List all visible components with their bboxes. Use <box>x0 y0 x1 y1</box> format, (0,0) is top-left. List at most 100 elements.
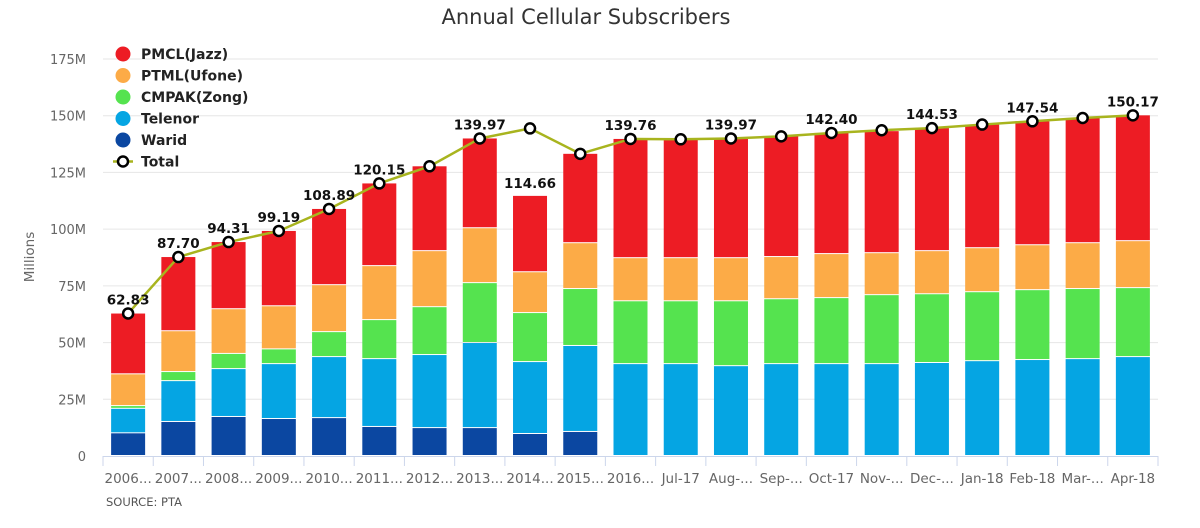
y-axis-label: Millions <box>22 232 38 283</box>
legend-label: PMCL(Jazz) <box>141 47 228 63</box>
legend-item: PTML(Ufone) <box>115 68 243 85</box>
bar-segment-cmpak-zong <box>1015 290 1050 360</box>
x-tick-label: Sep-... <box>760 471 803 487</box>
data-label: 99.19 <box>257 210 300 226</box>
bar-segment-ptml-ufone <box>764 257 799 299</box>
bar-segment-ptml-ufone <box>563 243 598 289</box>
bar-segment-cmpak-zong <box>563 289 598 345</box>
data-label: 150.17 <box>1107 94 1159 110</box>
bar-segment-pmcl-jazz <box>211 242 246 309</box>
bar-segment-cmpak-zong <box>513 313 548 362</box>
total-point-marker <box>322 202 336 216</box>
bar-segment-pmcl-jazz <box>864 131 899 253</box>
bar-segment-telenor <box>613 364 648 455</box>
x-axis: 2006... 2007... 2008... 2009... 2010... 2011.… <box>102 456 1159 487</box>
bar-segment-pmcl-jazz <box>513 195 548 272</box>
total-point-marker <box>774 130 788 143</box>
data-label: 108.89 <box>303 188 355 204</box>
bar-segment-cmpak-zong <box>412 307 447 355</box>
bar-segment-ptml-ufone <box>513 272 548 313</box>
legend-label: PTML(Ufone) <box>141 69 243 85</box>
total-point-marker <box>172 250 185 264</box>
x-tick-label: Jul-17 <box>661 471 700 487</box>
total-point-marker <box>724 132 738 145</box>
total-point-marker <box>574 147 587 161</box>
bar-segment-pmcl-jazz <box>462 138 497 228</box>
bar-segment-cmpak-zong <box>914 294 949 362</box>
total-point-marker <box>825 126 838 140</box>
bar-segment-warid <box>161 421 196 455</box>
bar-segment-warid <box>312 418 347 455</box>
bar-segment-pmcl-jazz <box>1015 121 1050 245</box>
legend-item: Telenor <box>115 111 199 128</box>
total-point-marker <box>925 121 939 135</box>
legend-swatch-icon <box>115 46 131 62</box>
x-tick-label: 2007... <box>155 471 202 487</box>
total-point-marker <box>222 235 235 249</box>
bar-segment-pmcl-jazz <box>362 183 397 266</box>
bar-segment-cmpak-zong <box>362 320 397 359</box>
bar-segment-ptml-ufone <box>864 253 899 295</box>
bar-segment-telenor <box>1115 357 1150 455</box>
data-label: 142.40 <box>805 112 857 128</box>
legend-label: Warid <box>141 133 187 149</box>
y-tick-label: 0 <box>78 450 86 465</box>
total-point-marker <box>272 224 286 238</box>
total-line <box>121 109 1140 320</box>
bar-segment-telenor <box>764 364 799 455</box>
x-tick-label: Nov-... <box>860 471 904 487</box>
x-tick-label: 2012... <box>406 471 453 487</box>
bars <box>111 115 1150 455</box>
total-point-marker <box>975 118 989 131</box>
legend-marker-icon <box>116 155 130 168</box>
bar-segment-telenor <box>462 343 497 428</box>
total-point-marker <box>1076 111 1089 125</box>
legend-item: Total <box>113 155 179 171</box>
bar-segment-telenor <box>362 359 397 426</box>
bar-segment-ptml-ufone <box>1115 241 1150 288</box>
x-tick-label: 2009... <box>255 471 302 487</box>
bar-segment-telenor <box>713 366 748 455</box>
total-point-marker <box>1026 115 1039 128</box>
bar-segment-telenor <box>563 345 598 431</box>
y-tick-label: 175M <box>50 53 86 68</box>
data-label: 87.70 <box>157 236 200 252</box>
data-label: 94.31 <box>207 221 250 237</box>
bar-segment-pmcl-jazz <box>261 230 296 306</box>
chart-title: Annual Cellular Subscribers <box>442 5 731 29</box>
bar-segment-ptml-ufone <box>613 258 648 301</box>
y-tick-label: 75M <box>58 280 86 295</box>
x-tick-label: 2011... <box>356 471 403 487</box>
legend-item: CMPAK(Zong) <box>115 89 248 106</box>
y-tick-label: 25M <box>58 393 86 408</box>
bar-segment-cmpak-zong <box>713 301 748 366</box>
bar-segment-cmpak-zong <box>613 301 648 364</box>
bar-segment-pmcl-jazz <box>111 313 146 374</box>
bar-segment-pmcl-jazz <box>965 124 1000 248</box>
bar-segment-cmpak-zong <box>764 299 799 364</box>
bar-segment-warid <box>111 433 146 455</box>
bar-segment-ptml-ufone <box>161 331 196 372</box>
bar-segment-telenor <box>663 364 698 455</box>
legend: PMCL(Jazz) PTML(Ufone) CMPAK(Zong) Telenor W… <box>113 46 248 171</box>
bar-segment-telenor <box>261 364 296 419</box>
y-tick-label: 50M <box>58 337 86 352</box>
bar-segment-ptml-ufone <box>362 266 397 320</box>
total-point-marker <box>523 122 537 135</box>
x-tick-label: Aug-... <box>709 471 753 487</box>
total-point-marker <box>121 307 135 320</box>
bar-segment-telenor <box>312 357 347 418</box>
source-note: SOURCE: PTA <box>106 495 182 509</box>
bar-segment-ptml-ufone <box>312 285 347 332</box>
bar-segment-telenor <box>111 408 146 433</box>
bar-segment-warid <box>211 416 246 455</box>
bar-segment-telenor <box>864 364 899 455</box>
x-tick-label: Feb-18 <box>1009 471 1055 487</box>
bar-segment-cmpak-zong <box>211 353 246 369</box>
legend-swatch-icon <box>115 89 131 105</box>
bar-segment-cmpak-zong <box>814 298 849 364</box>
bar-segment-ptml-ufone <box>261 306 296 349</box>
bar-segment-telenor <box>513 362 548 433</box>
x-tick-label: Dec-... <box>910 471 954 487</box>
